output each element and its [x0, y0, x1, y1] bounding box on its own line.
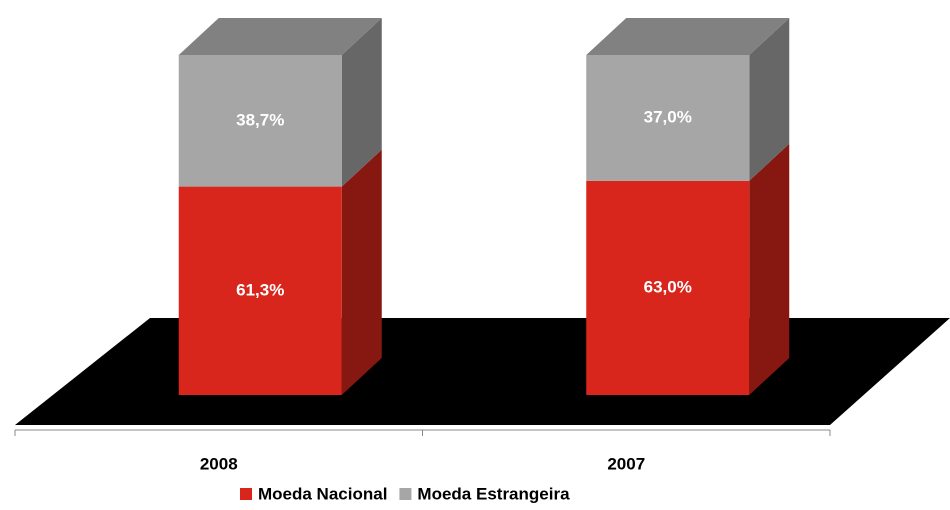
legend-label: Moeda Nacional: [258, 484, 387, 503]
x-tick-label: 2007: [607, 454, 645, 473]
bar-segment: [178, 186, 342, 395]
bar-segment: [586, 180, 750, 395]
bar-segment: [178, 55, 342, 187]
bar-segment: [586, 55, 750, 181]
legend-swatch: [240, 488, 252, 500]
value-label: 61,3%: [236, 280, 284, 299]
bar-top: [586, 18, 790, 55]
value-label: 37,0%: [644, 107, 692, 126]
legend-label: Moeda Estrangeira: [417, 484, 570, 503]
value-label: 63,0%: [644, 277, 692, 296]
x-tick-label: 2008: [200, 454, 238, 473]
bar-side: [749, 18, 790, 181]
legend-swatch: [399, 488, 412, 500]
floor: [15, 318, 950, 425]
bar-side: [341, 18, 382, 187]
bar-side: [749, 143, 790, 395]
bar-side: [341, 149, 382, 395]
value-label: 38,7%: [236, 110, 284, 129]
bar-top: [178, 18, 382, 55]
